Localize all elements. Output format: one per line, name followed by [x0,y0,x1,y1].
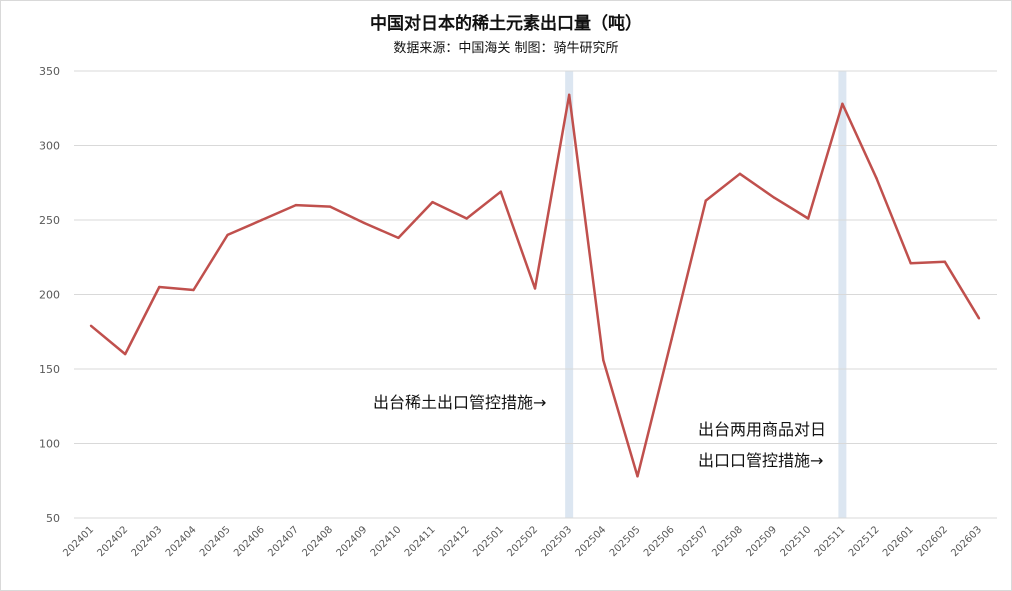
x-tick-label: 202403 [130,524,165,559]
x-axis-ticks: 202401 202402 202403 202404 202405 202406 2024… [61,524,984,559]
annotation-text: 出台稀土出口管控措施→ [373,393,546,412]
x-tick-label: 202412 [437,524,472,559]
data-point [567,93,571,97]
x-tick-label: 202601 [881,524,916,559]
data-point [260,218,263,222]
data-point [807,217,810,220]
data-point [704,199,707,202]
data-point [636,475,639,478]
x-tick-label: 202407 [266,524,301,559]
data-point [294,203,298,207]
annotation-text: 出台两用商品对日 [698,420,826,439]
data-point [533,287,537,290]
data-point [397,236,400,240]
x-tick-label: 202504 [574,524,609,559]
data-point [875,177,878,180]
data-point [602,358,605,362]
data-point [943,260,947,263]
annotation-text: 出口口管控措施→ [698,451,823,470]
data-point [738,172,742,176]
chart-subtitle: 数据来源：中国海关 制图：骑牛研究所 [393,41,619,56]
data-point [123,352,127,356]
x-tick-label: 202512 [847,524,882,559]
data-point [328,205,332,208]
y-tick-label: 50 [46,512,60,525]
x-tick-label: 202505 [608,524,643,559]
y-tick-label: 150 [39,363,60,376]
data-point [158,285,161,289]
chart-title: 中国对日本的稀土元素出口量（吨） [370,14,642,34]
x-tick-label: 202508 [710,524,745,559]
x-tick-label: 202404 [164,524,199,559]
data-point [89,324,93,327]
x-tick-label: 202603 [949,524,984,559]
y-tick-label: 200 [39,289,60,302]
x-tick-label: 202503 [539,524,574,559]
y-tick-label: 250 [39,214,60,227]
x-tick-label: 202401 [61,524,96,559]
data-point [431,200,434,204]
data-point [909,262,912,265]
y-tick-label: 350 [39,65,60,78]
data-point [670,338,673,341]
x-tick-label: 202409 [335,524,370,559]
data-point [465,217,468,220]
x-tick-label: 202511 [813,524,848,559]
data-point [192,288,195,292]
x-tick-label: 202502 [505,524,540,559]
grid-lines [74,70,997,519]
x-tick-label: 202501 [471,524,506,559]
x-tick-label: 202410 [369,524,404,559]
data-point [772,196,776,199]
data-point [977,317,981,320]
x-tick-label: 202406 [232,524,267,559]
y-tick-label: 300 [39,140,60,153]
x-tick-label: 202405 [198,524,233,559]
x-tick-label: 202408 [300,524,335,559]
x-tick-label: 202402 [95,524,130,559]
x-tick-label: 202510 [779,524,814,559]
y-tick-label: 100 [39,438,60,451]
x-tick-label: 202411 [403,524,438,559]
x-tick-label: 202509 [744,524,779,559]
x-tick-label: 202602 [915,524,950,559]
data-point [841,102,844,105]
data-point [226,233,229,237]
y-axis-ticks: 50 100 150 200 250 300 350 [39,65,60,525]
x-tick-label: 202506 [642,524,677,559]
data-point [363,221,366,225]
x-tick-label: 202507 [676,524,711,559]
data-point [499,190,503,193]
series-group [89,93,981,478]
